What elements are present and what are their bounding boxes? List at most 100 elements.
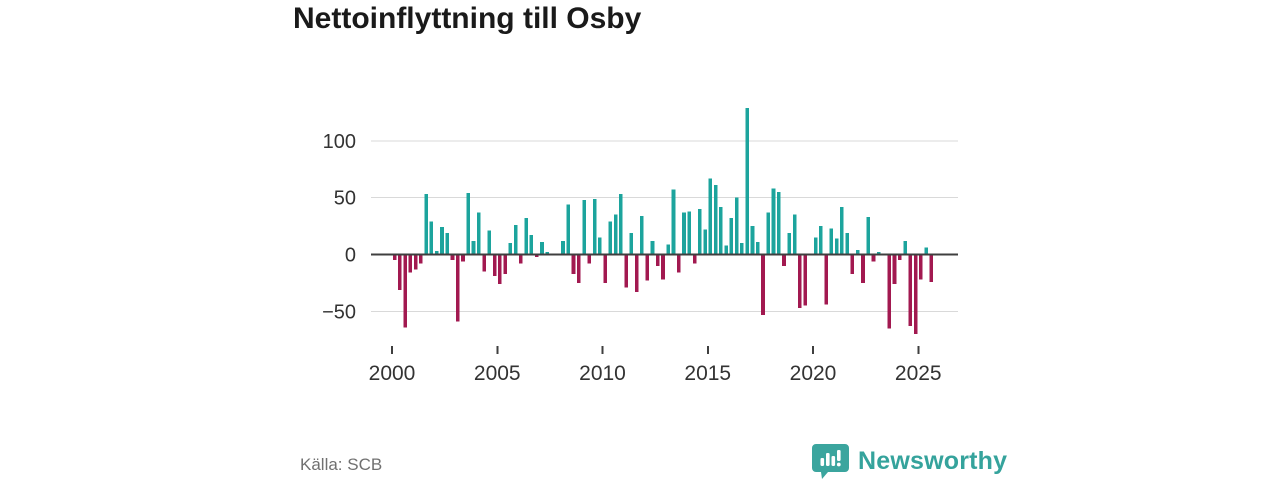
source-attribution: Källa: SCB [300, 455, 383, 474]
bar [755, 241, 760, 255]
bar [440, 227, 444, 255]
bar [666, 244, 671, 255]
bar [929, 254, 934, 282]
bar [924, 247, 928, 255]
bar [419, 254, 423, 264]
bar [687, 211, 692, 255]
bar [408, 254, 413, 273]
bar [661, 254, 665, 280]
bar [519, 254, 523, 264]
bar [708, 178, 713, 255]
bar [792, 214, 797, 255]
bar [898, 254, 902, 261]
x-tick-label: 2000 [369, 362, 416, 385]
bar [624, 254, 628, 288]
bar [540, 241, 544, 255]
bar [719, 206, 723, 255]
bar [876, 252, 881, 255]
x-tick-label: 2010 [579, 362, 626, 385]
bar [434, 251, 439, 255]
bar [803, 254, 807, 306]
logo-bubble [812, 444, 849, 479]
bar [445, 232, 450, 255]
x-tick-label: 2015 [684, 362, 731, 385]
bar [724, 245, 728, 255]
newsworthy-wordmark: Newsworthy [858, 446, 1008, 475]
bar [887, 254, 892, 329]
bar [545, 252, 550, 255]
bar [592, 198, 597, 255]
x-tick-label: 2020 [790, 362, 837, 385]
bar [745, 107, 749, 255]
bar [576, 254, 581, 283]
bar [587, 254, 592, 264]
bar [740, 243, 744, 255]
bar [834, 238, 839, 255]
bar [498, 254, 502, 285]
bar [629, 232, 634, 255]
y-tick-label: 100 [323, 131, 356, 153]
bar [861, 254, 865, 283]
bar [424, 194, 428, 255]
bar [603, 254, 607, 283]
bar [787, 232, 792, 255]
bar [640, 215, 644, 255]
bar [513, 224, 518, 255]
bar [655, 254, 660, 266]
bar [534, 254, 539, 257]
bar [871, 254, 876, 262]
bar [524, 218, 528, 255]
chart-title: Nettoinflyttning till Osby [293, 2, 642, 35]
bar [782, 254, 786, 266]
bar [645, 254, 649, 281]
newsworthy-brand: Newsworthy [812, 443, 1007, 479]
bar [461, 254, 465, 262]
newsworthy-logo-icon [812, 444, 849, 479]
bar [466, 193, 471, 255]
bar [598, 237, 602, 255]
bar [919, 254, 923, 280]
bar [529, 235, 534, 255]
bar [566, 204, 571, 255]
bar [771, 188, 776, 255]
bar [819, 226, 823, 255]
bar [840, 206, 844, 255]
bar [613, 214, 618, 255]
bar [650, 240, 655, 255]
bar [866, 216, 871, 255]
bar [776, 191, 781, 255]
bar [508, 243, 513, 255]
bar [429, 221, 434, 255]
bar [703, 229, 707, 255]
bar [908, 254, 913, 327]
bar [829, 228, 834, 255]
bar [634, 254, 639, 293]
bar [608, 221, 613, 255]
bar [766, 212, 771, 255]
bar [582, 199, 586, 255]
bar [471, 240, 476, 255]
bar [761, 254, 765, 315]
x-tick-label: 2005 [474, 362, 521, 385]
bar [892, 254, 897, 285]
bar [487, 230, 492, 255]
bar [413, 254, 418, 270]
bar [845, 232, 849, 255]
bar [713, 185, 718, 255]
bar [403, 254, 407, 328]
bar [913, 254, 918, 335]
bar [503, 254, 507, 274]
bar [492, 254, 497, 277]
bar [571, 254, 576, 274]
bar [813, 237, 818, 255]
bar [734, 197, 739, 255]
y-tick-label: −50 [322, 301, 356, 323]
bar [477, 212, 481, 255]
bar [561, 240, 565, 255]
logo-bar-glyphs [820, 450, 841, 467]
bar [903, 240, 907, 255]
bar [682, 212, 686, 255]
bar [824, 254, 828, 305]
